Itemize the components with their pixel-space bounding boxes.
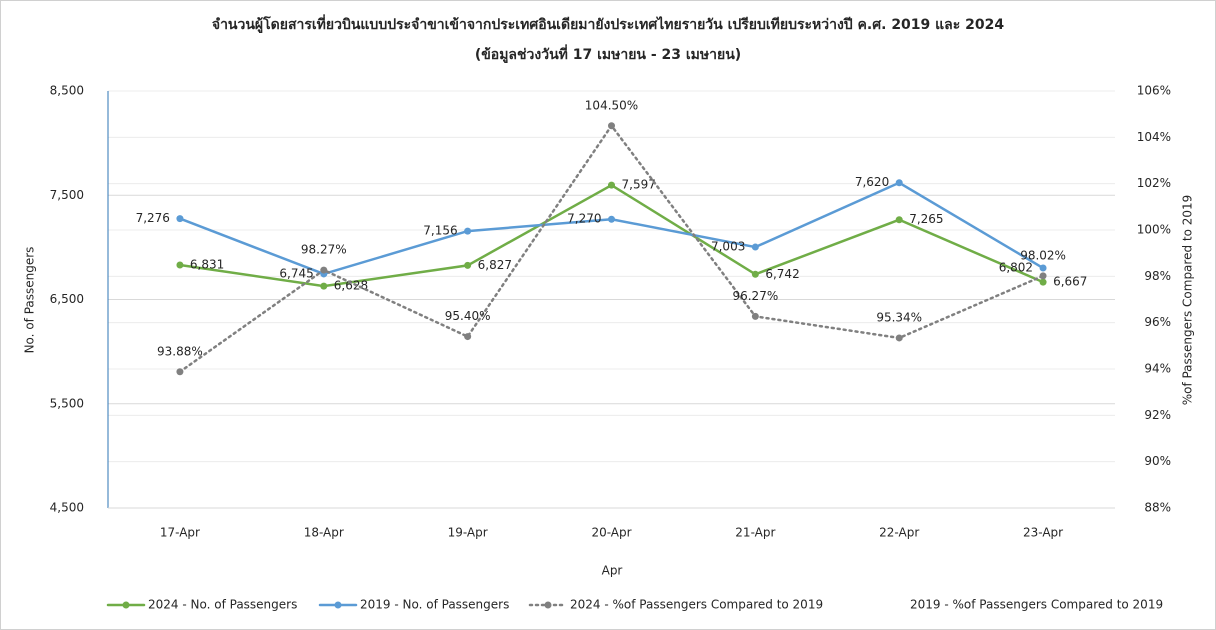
data-label: 96.27% (732, 289, 778, 303)
data-label: 93.88% (157, 344, 203, 358)
x-tick-label: 19-Apr (448, 526, 488, 540)
y2-tick-label: 100% (1137, 223, 1171, 237)
y2-tick-label: 98% (1144, 269, 1171, 283)
data-label: 6,667 (1053, 275, 1087, 289)
data-label: 7,270 (567, 212, 601, 226)
data-point (464, 261, 472, 269)
data-label: 7,597 (622, 178, 656, 192)
y-tick-label: 5,500 (50, 396, 84, 410)
data-label: 95.34% (876, 310, 922, 324)
data-point (608, 215, 615, 223)
data-point (176, 368, 184, 376)
data-label: 6,628 (334, 279, 368, 293)
y2-axis-label: %of Passengers Compared to 2019 (1181, 195, 1195, 406)
legend-marker (544, 601, 552, 609)
data-label: 6,742 (765, 267, 799, 281)
data-label: 98.02% (1020, 248, 1066, 262)
chart-title: จำนวนผู้โดยสารเที่ยวบินแบบประจำขาเข้าจาก… (212, 14, 1005, 33)
data-point (176, 215, 184, 223)
data-label: 6,831 (190, 257, 224, 271)
data-point (608, 181, 615, 189)
data-point (1039, 272, 1047, 280)
y2-tick-label: 106% (1137, 84, 1171, 98)
x-tick-label: 23-Apr (1023, 526, 1063, 540)
data-point (751, 243, 759, 251)
data-point (176, 261, 184, 269)
data-label: 6,745 (279, 266, 313, 280)
y-axis-label: No. of Passengers (23, 247, 37, 354)
y2-tick-label: 90% (1144, 454, 1171, 468)
data-label: 95.40% (445, 309, 491, 323)
data-point (895, 334, 903, 342)
data-label: 98.27% (301, 243, 347, 257)
data-point (464, 227, 472, 235)
y2-tick-label: 102% (1137, 176, 1171, 190)
legend-label: 2019 - No. of Passengers (360, 598, 509, 612)
y-tick-label: 7,500 (50, 188, 84, 202)
y-tick-label: 8,500 (50, 84, 84, 98)
x-tick-label: 20-Apr (591, 526, 631, 540)
y2-tick-label: 96% (1144, 315, 1171, 329)
data-point (1039, 278, 1047, 286)
data-label: 7,156 (423, 224, 457, 238)
data-label: 6,802 (999, 261, 1033, 275)
y-tick-label: 4,500 (50, 501, 84, 515)
data-point (751, 312, 759, 320)
x-tick-label: 21-Apr (735, 526, 775, 540)
y-tick-label: 6,500 (50, 292, 84, 306)
data-point (464, 333, 472, 341)
data-point (608, 122, 615, 130)
y2-tick-label: 92% (1144, 408, 1171, 422)
data-label: 7,620 (855, 175, 889, 189)
data-point (751, 270, 759, 278)
x-tick-label: 22-Apr (879, 526, 919, 540)
x-axis-label: Apr (602, 564, 623, 578)
data-label: 7,003 (711, 240, 745, 254)
data-label: 7,265 (909, 212, 943, 226)
x-tick-label: 17-Apr (160, 526, 200, 540)
legend-marker (334, 601, 342, 609)
data-point (320, 266, 328, 274)
legend-marker (122, 601, 130, 609)
data-label: 6,827 (478, 258, 512, 272)
data-label: 104.50% (585, 98, 638, 112)
y2-tick-label: 88% (1144, 501, 1171, 515)
data-point (1039, 264, 1047, 272)
data-point (895, 179, 903, 187)
data-point (895, 216, 903, 224)
x-tick-label: 18-Apr (304, 526, 344, 540)
data-label: 7,276 (136, 211, 170, 225)
legend-label: 2019 - %of Passengers Compared to 2019 (910, 598, 1163, 612)
y2-tick-label: 94% (1144, 362, 1171, 376)
legend-label: 2024 - %of Passengers Compared to 2019 (570, 598, 823, 612)
y2-tick-label: 104% (1137, 130, 1171, 144)
chart-subtitle: (ข้อมูลช่วงวันที่ 17 เมษายน - 23 เมษายน) (475, 44, 741, 63)
data-point (320, 282, 328, 290)
legend-label: 2024 - No. of Passengers (148, 598, 297, 612)
